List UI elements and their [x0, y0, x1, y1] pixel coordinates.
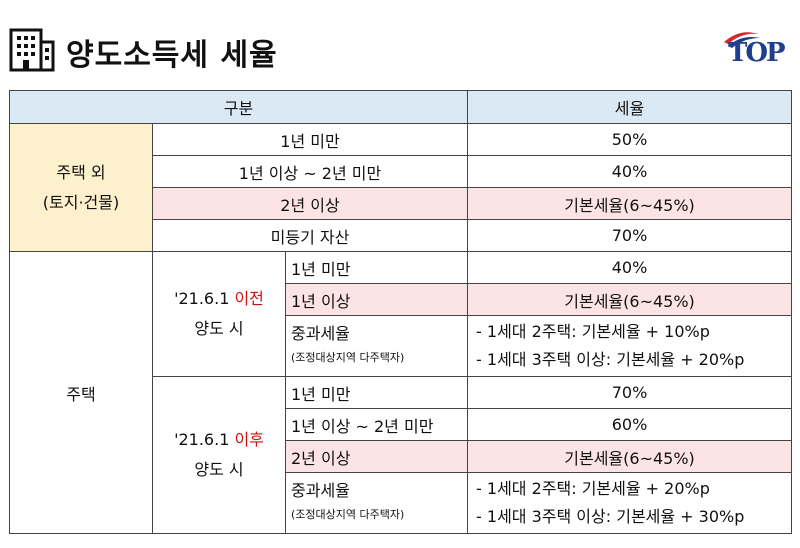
- holding-period: 1년 미만: [284, 376, 469, 409]
- holding-period: 1년 이상 ~ 2년 미만: [151, 155, 469, 188]
- col-header-category: 구분: [8, 90, 469, 124]
- date-suffix: 이후: [234, 430, 264, 449]
- tax-rate-table: 구분 세율 주택 외 (토지·건물) 1년 미만 50% 1년 이상 ~ 2년 …: [8, 90, 793, 534]
- tax-rate: 60%: [467, 408, 793, 441]
- holding-period: 2년 이상: [284, 440, 469, 473]
- heavy-tax-title: 중과세율: [291, 324, 350, 343]
- table-row: 중과세율 (조정대상지역 다주택자) - 1세대 2주택: 기본세율 + 20%…: [10, 472, 793, 534]
- holding-period: 1년 이상: [284, 283, 469, 316]
- logo-text: TOP: [728, 38, 786, 68]
- category-non-housing: 주택 외 (토지·건물): [9, 123, 153, 252]
- heavy-rate-line: - 1세대 2주택: 기본세율 + 10%p: [476, 322, 710, 341]
- top-logo: TOP: [722, 28, 790, 72]
- category-sublabel: (토지·건물): [42, 192, 120, 212]
- tax-rate: 50%: [467, 123, 793, 156]
- tax-rate: 기본세율(6~45%): [467, 440, 793, 473]
- holding-period: 1년 미만: [151, 123, 469, 156]
- after-date-group: '21.6.1 이후 양도 시: [152, 376, 286, 534]
- category-housing: 주택: [9, 251, 153, 534]
- date-label: 양도 시: [194, 460, 244, 479]
- table-row: 주택 '21.6.1 이전 양도 시 1년 미만 40%: [9, 251, 793, 534]
- table-row: 2년 이상 기본세율(6~45%): [10, 440, 793, 473]
- logo-swoosh-icon: [724, 32, 760, 48]
- heavy-tax-rates: - 1세대 2주택: 기본세율 + 20%p - 1세대 3주택 이상: 기본세…: [467, 472, 793, 534]
- table-header-row: 구분 세율: [8, 90, 793, 124]
- table-row: 중과세율 (조정대상지역 다주택자) - 1세대 2주택: 기본세율 + 10%…: [10, 315, 793, 377]
- tax-rate: 기본세율(6~45%): [467, 187, 793, 220]
- date-prefix: '21.6.1: [174, 430, 235, 449]
- tax-rate: 기본세율(6~45%): [467, 283, 793, 316]
- col-header-rate: 세율: [467, 90, 793, 124]
- holding-period: 미등기 자산: [151, 219, 469, 252]
- heavy-tax-label: 중과세율 (조정대상지역 다주택자): [284, 315, 469, 377]
- heavy-tax-rates: - 1세대 2주택: 기본세율 + 10%p - 1세대 3주택 이상: 기본세…: [467, 315, 793, 377]
- category-label: 주택 외: [56, 162, 106, 182]
- heavy-tax-note: (조정대상지역 다주택자): [291, 508, 405, 521]
- tax-rate: 40%: [467, 155, 793, 188]
- page-title: 양도소득세 세율: [66, 38, 278, 73]
- heavy-rate-line: - 1세대 3주택 이상: 기본세율 + 20%p: [476, 350, 745, 369]
- holding-period: 1년 이상 ~ 2년 미만: [284, 408, 469, 441]
- table-row: 2년 이상 기본세율(6~45%): [10, 187, 793, 220]
- page-header: 양도소득세 세율 TOP: [0, 0, 800, 84]
- table-row: '21.6.1 이후 양도 시 1년 미만 70%: [10, 376, 793, 534]
- holding-period: 2년 이상: [151, 187, 469, 220]
- heavy-rate-line: - 1세대 3주택 이상: 기본세율 + 30%p: [476, 507, 745, 526]
- heavy-tax-title: 중과세율: [291, 481, 350, 500]
- table-row: 1년 이상 ~ 2년 미만 40%: [10, 155, 793, 188]
- table-row: 미등기 자산 70%: [10, 219, 793, 252]
- holding-period: 1년 미만: [284, 251, 469, 284]
- heavy-tax-note: (조정대상지역 다주택자): [291, 351, 405, 364]
- date-label: 양도 시: [194, 319, 244, 338]
- before-date-group: '21.6.1 이전 양도 시: [152, 251, 286, 377]
- heavy-rate-line: - 1세대 2주택: 기본세율 + 20%p: [476, 479, 710, 498]
- building-icon: [9, 28, 55, 72]
- date-prefix: '21.6.1: [174, 289, 235, 308]
- table-row: 주택 외 (토지·건물) 1년 미만 50%: [9, 123, 793, 252]
- tax-rate: 40%: [467, 251, 793, 284]
- tax-rate: 70%: [467, 219, 793, 252]
- heavy-tax-label: 중과세율 (조정대상지역 다주택자): [284, 472, 469, 534]
- tax-rate: 70%: [467, 376, 793, 409]
- date-suffix: 이전: [234, 289, 264, 308]
